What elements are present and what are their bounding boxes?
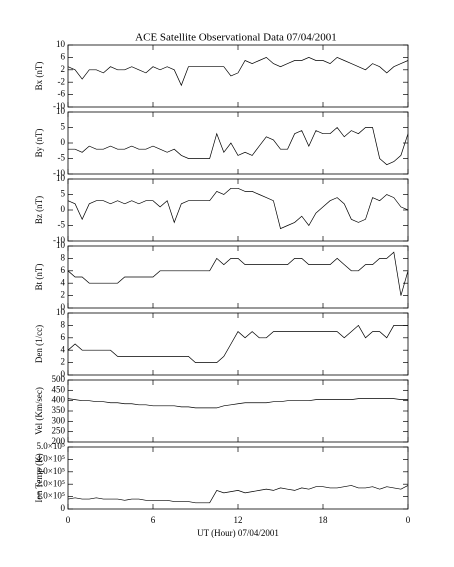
y-tick-label: 2.0×10⁵ bbox=[37, 478, 65, 488]
y-tick-label: 0 bbox=[61, 137, 66, 147]
data-line bbox=[68, 126, 409, 166]
y-tick-label: -10 bbox=[53, 101, 65, 111]
y-tick-label: 8 bbox=[61, 252, 66, 262]
y-tick-label: 10 bbox=[56, 307, 66, 317]
y-tick-label: -10 bbox=[53, 168, 65, 178]
y-tick-label: -2 bbox=[58, 76, 66, 86]
x-tick-label: 0 bbox=[66, 515, 71, 525]
data-line bbox=[67, 324, 408, 363]
y-tick-label: 4 bbox=[61, 344, 66, 354]
x-axis-label: UT (Hour) 07/04/2001 bbox=[197, 528, 279, 538]
y-tick-label: -10 bbox=[53, 235, 65, 245]
y-tick-label: 250 bbox=[52, 426, 66, 436]
y-axis-label: Vel (Km/sec) bbox=[34, 387, 44, 435]
y-tick-label: 6 bbox=[61, 51, 66, 61]
y-tick-label: 400 bbox=[52, 395, 66, 405]
y-tick-label: 300 bbox=[52, 415, 66, 425]
x-tick-label: 6 bbox=[151, 515, 156, 525]
x-tick-label: 0 bbox=[406, 515, 411, 525]
y-tick-label: 500 bbox=[52, 374, 66, 384]
data-line bbox=[67, 251, 409, 296]
y-axis-label: Bx (nT) bbox=[34, 62, 44, 91]
y-tick-label: 450 bbox=[52, 384, 66, 394]
y-tick-label: 2 bbox=[61, 64, 66, 74]
y-tick-label: -5 bbox=[58, 153, 66, 163]
y-tick-label: -6 bbox=[58, 89, 66, 99]
y-axis-label: Bt (nT) bbox=[34, 264, 44, 291]
y-tick-label: 3.0×10⁵ bbox=[37, 466, 65, 476]
y-tick-label: 200 bbox=[52, 436, 66, 446]
y-axis-label: Bz (nT) bbox=[34, 196, 44, 224]
y-tick-label: -5 bbox=[58, 220, 66, 230]
y-tick-label: 8 bbox=[61, 319, 66, 329]
y-axis-label: Ion Temp (K) bbox=[34, 453, 44, 502]
y-tick-label: 0 bbox=[61, 369, 66, 379]
y-tick-label: 2 bbox=[61, 290, 66, 300]
x-tick-label: 12 bbox=[234, 515, 243, 525]
y-tick-label: 5 bbox=[61, 189, 66, 199]
y-tick-label: 5.0×10⁵ bbox=[37, 441, 65, 451]
y-tick-label: 5 bbox=[61, 122, 66, 132]
y-axis-label: By (nT) bbox=[34, 129, 44, 158]
y-tick-label: 4 bbox=[61, 277, 66, 287]
y-tick-label: 10 bbox=[56, 39, 66, 49]
y-tick-label: 0 bbox=[61, 204, 66, 214]
x-tick-label: 18 bbox=[319, 515, 329, 525]
y-tick-label: 0 bbox=[61, 302, 66, 312]
y-tick-label: 350 bbox=[52, 405, 66, 415]
data-line bbox=[67, 485, 409, 504]
y-tick-label: 10 bbox=[56, 173, 66, 183]
y-tick-label: 1.0×10⁵ bbox=[37, 491, 65, 501]
y-axis-label: Den (1/cc) bbox=[34, 325, 44, 363]
y-tick-label: 4.0×10⁵ bbox=[37, 453, 65, 463]
data-line bbox=[67, 187, 409, 230]
y-tick-label: 0 bbox=[61, 503, 66, 513]
y-tick-label: 6 bbox=[61, 332, 66, 342]
data-line bbox=[67, 398, 408, 409]
data-line bbox=[67, 56, 409, 87]
y-tick-label: 10 bbox=[56, 240, 66, 250]
chart-title: ACE Satellite Observational Data 07/04/2… bbox=[135, 32, 337, 44]
y-tick-label: 2 bbox=[61, 357, 66, 367]
y-tick-label: 6 bbox=[61, 265, 66, 275]
y-tick-label: 10 bbox=[56, 106, 66, 116]
